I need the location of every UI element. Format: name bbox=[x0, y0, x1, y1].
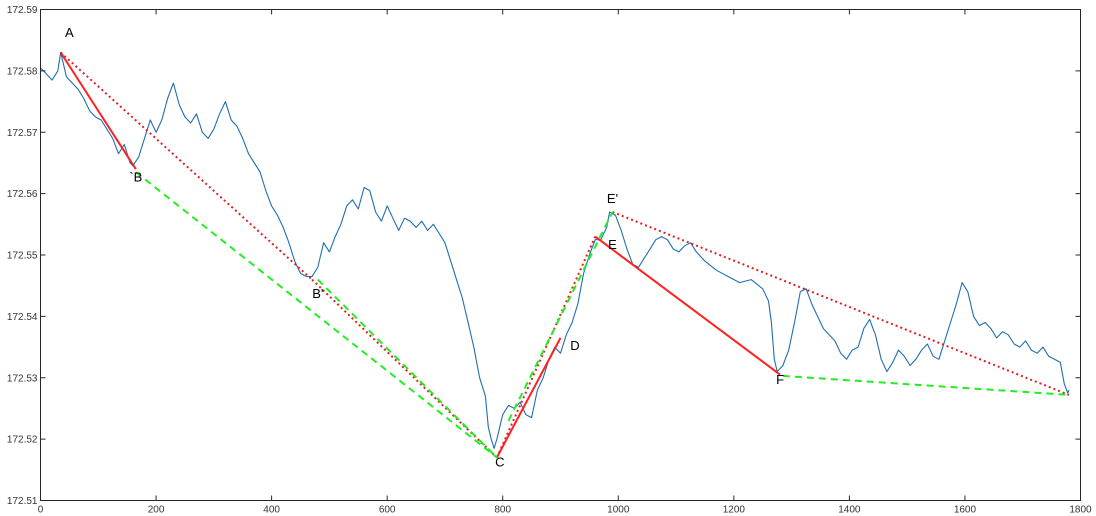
series-solid-leg-3 bbox=[594, 235, 781, 376]
y-tick-label-3: 172.54 bbox=[7, 312, 38, 323]
x-tick-label-6: 1200 bbox=[723, 505, 746, 516]
y-tick-label-0: 172.51 bbox=[7, 496, 38, 507]
series-dotted-trend-6 bbox=[495, 236, 597, 458]
x-tick-label-1: 200 bbox=[148, 505, 165, 516]
y-tick-label-7: 172.58 bbox=[7, 66, 38, 77]
point-label-1: `B bbox=[129, 169, 142, 184]
point-label-5: E' bbox=[607, 191, 618, 206]
label-layer: A `B B' C D E' E F bbox=[65, 25, 784, 470]
series-price-0 bbox=[40, 51, 1070, 449]
y-tick-label-5: 172.56 bbox=[7, 189, 38, 200]
x-tick-label-5: 1000 bbox=[607, 505, 630, 516]
y-tick-label-1: 172.52 bbox=[7, 435, 38, 446]
y-tick-label-2: 172.53 bbox=[7, 373, 38, 384]
series-layer bbox=[40, 51, 1070, 459]
tick-layer: 0 200 400 600 800 1000 1200 1400 1600 1800 172.51 1… bbox=[7, 5, 1092, 516]
point-label-0: A bbox=[65, 25, 74, 40]
series-dotted-trend-4 bbox=[60, 51, 313, 281]
series-dashed-trend-8 bbox=[135, 171, 498, 459]
series-dotted-trend-7 bbox=[612, 211, 1070, 396]
x-tick-label-9: 1800 bbox=[1069, 505, 1092, 516]
x-tick-label-2: 400 bbox=[263, 505, 280, 516]
point-label-3: C bbox=[495, 455, 504, 470]
y-tick-label-4: 172.55 bbox=[7, 251, 38, 262]
y-tick-label-6: 172.57 bbox=[7, 128, 38, 139]
point-label-6: E bbox=[608, 237, 617, 252]
x-tick-label-0: 0 bbox=[38, 505, 44, 516]
x-tick-label-7: 1400 bbox=[838, 505, 861, 516]
series-dashed-trend-9 bbox=[317, 278, 498, 459]
series-solid-leg-1 bbox=[59, 51, 137, 170]
series-solid-leg-2 bbox=[496, 337, 562, 458]
y-tick-label-8: 172.59 bbox=[7, 5, 38, 16]
point-label-2: B' bbox=[312, 286, 323, 301]
point-label-4: D bbox=[570, 338, 579, 353]
x-tick-label-3: 600 bbox=[379, 505, 396, 516]
x-tick-label-4: 800 bbox=[494, 505, 511, 516]
x-tick-label-8: 1600 bbox=[954, 505, 977, 516]
series-dashed-trend-10 bbox=[507, 211, 614, 422]
point-label-7: F bbox=[776, 372, 784, 387]
